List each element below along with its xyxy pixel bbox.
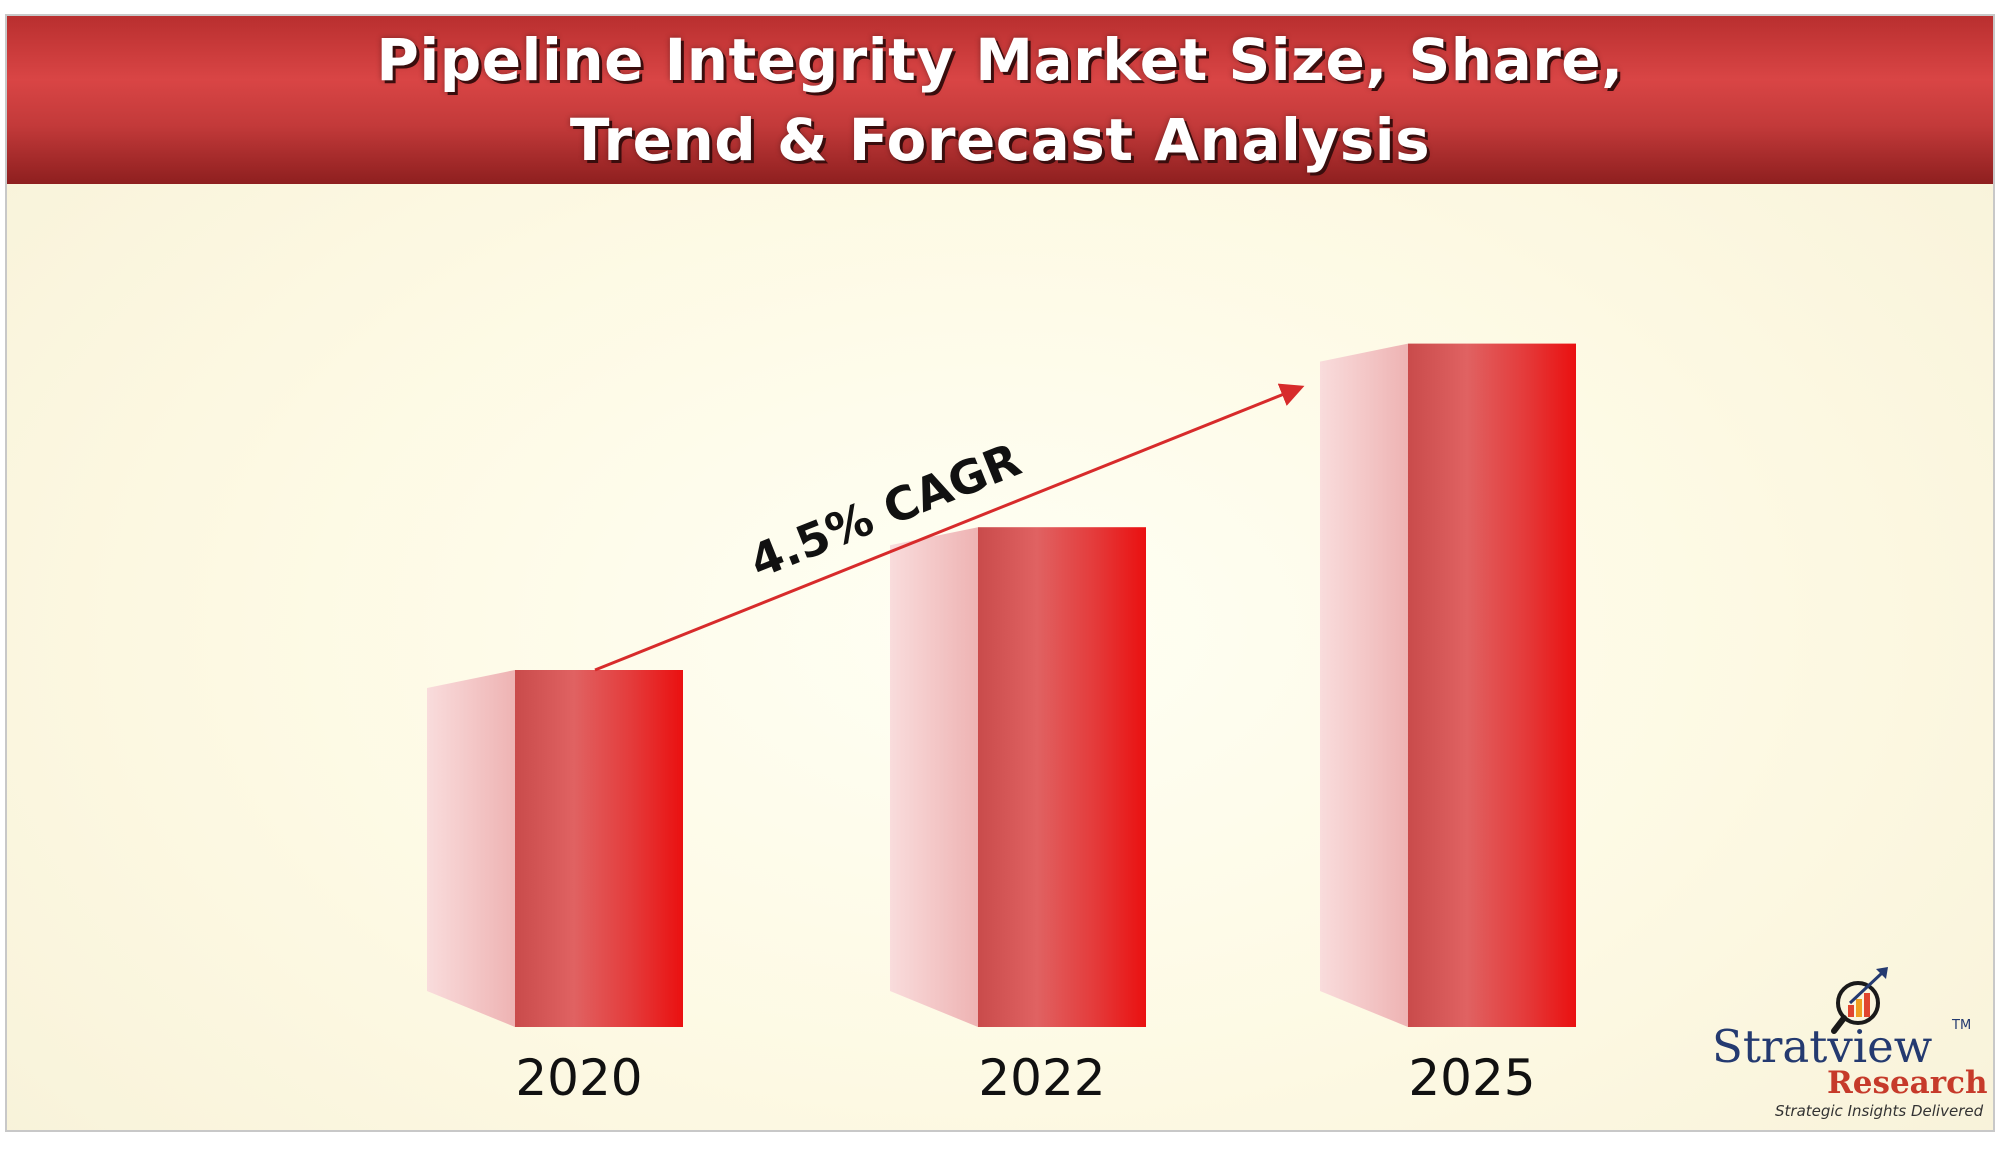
bar-side-2020 — [427, 670, 515, 1027]
stratview-logo: Stratview TM Research Strategic Insights… — [1705, 965, 1990, 1125]
logo-research: Research — [1827, 1065, 1988, 1101]
x-tick-label-2020: 2020 — [515, 1049, 642, 1107]
bar-2025 — [1408, 343, 1576, 1028]
chart-title-line-2: Trend & Forecast Analysis — [569, 106, 1431, 174]
magnifier-chart-icon — [1831, 967, 1888, 1034]
bar-side-2025 — [1320, 343, 1408, 1028]
logo-tagline: Strategic Insights Delivered — [1775, 1102, 1984, 1120]
cagr-arrow — [594, 383, 1305, 672]
x-tick-label-2022: 2022 — [978, 1049, 1105, 1107]
x-tick-label-2025: 2025 — [1408, 1049, 1535, 1107]
title-banner: Pipeline Integrity Market Size, Share, T… — [7, 16, 1993, 184]
bar-side-2022 — [890, 527, 978, 1027]
chart-title-line-1: Pipeline Integrity Market Size, Share, — [376, 26, 1624, 94]
logo-trademark: TM — [1952, 1018, 1972, 1033]
bar-2020 — [515, 670, 683, 1027]
logo-name: Stratview — [1712, 1020, 1933, 1073]
bar-2022 — [978, 527, 1146, 1027]
